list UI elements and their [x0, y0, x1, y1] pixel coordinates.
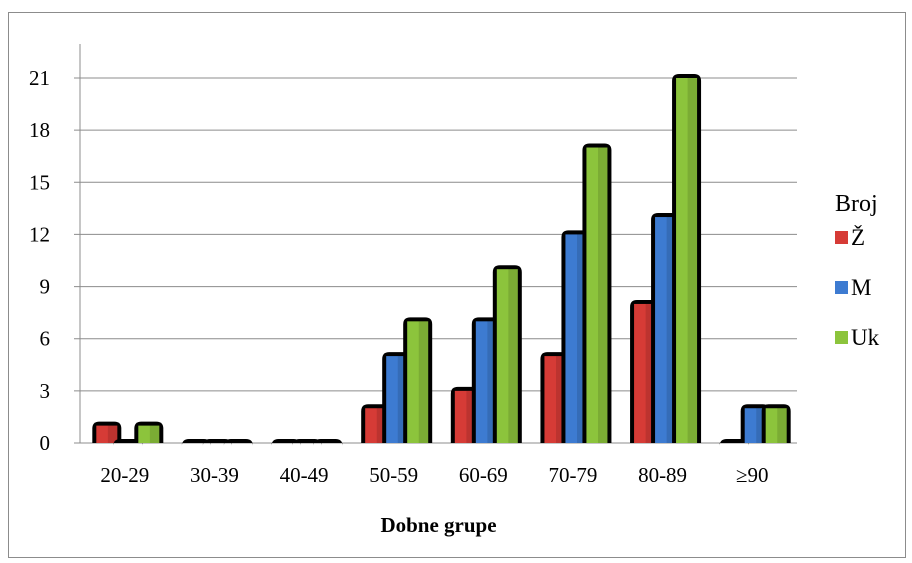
- bar-face: [365, 408, 387, 443]
- legend-swatch: [835, 281, 848, 294]
- bar-face: [655, 217, 677, 443]
- bar-face: [96, 425, 118, 443]
- x-axis-title: Dobne grupe: [380, 513, 496, 537]
- x-tick-label: ≥90: [736, 463, 769, 487]
- legend-swatch: [835, 331, 848, 344]
- bar: [492, 265, 522, 443]
- bar: [582, 143, 612, 443]
- bar-shade: [487, 321, 497, 443]
- bar: [223, 439, 253, 446]
- bar-edge: [292, 439, 322, 446]
- bar-face: [586, 147, 608, 443]
- y-tick-label: 6: [40, 327, 51, 351]
- bar: [761, 404, 791, 443]
- y-axis-ticks: 0 3 6 9 12 15 18 21: [29, 66, 50, 455]
- y-tick-label: 18: [29, 118, 50, 142]
- bar: [271, 439, 301, 446]
- bar-face: [565, 234, 587, 443]
- bars: [92, 74, 791, 446]
- bar-face: [676, 78, 698, 443]
- y-tick-label: 3: [40, 379, 51, 403]
- bar: [313, 439, 343, 446]
- legend-title: Broj: [835, 191, 878, 217]
- bar-face: [544, 356, 566, 443]
- bar: [292, 439, 322, 446]
- y-tick-label: 0: [40, 431, 51, 455]
- bar-shade: [376, 408, 387, 443]
- bar-edge: [202, 439, 232, 446]
- bar-face: [765, 408, 787, 443]
- bar-shade: [149, 425, 160, 443]
- legend-item-label: Uk: [851, 325, 880, 350]
- bar: [134, 421, 164, 443]
- bar-shade: [397, 356, 408, 443]
- x-tick-label: 20-29: [100, 463, 149, 487]
- bar-shade: [508, 269, 518, 443]
- x-tick-label: 70-79: [548, 463, 597, 487]
- x-tick-label: 80-89: [638, 463, 687, 487]
- legend-item-label: M: [851, 275, 871, 300]
- bar-edge: [223, 439, 253, 446]
- chart-frame: [8, 12, 906, 558]
- bar-face: [496, 269, 518, 443]
- bar-edge: [313, 439, 343, 446]
- bar-shade: [576, 234, 587, 443]
- y-tick-label: 12: [29, 222, 50, 246]
- x-tick-label: 30-39: [190, 463, 239, 487]
- bar: [672, 74, 702, 443]
- bar-shade: [466, 390, 476, 443]
- bar-shade: [756, 408, 766, 443]
- y-tick-label: 9: [40, 275, 51, 299]
- bar-shade: [418, 321, 429, 443]
- y-tick-label: 21: [29, 66, 50, 90]
- x-tick-label: 40-49: [280, 463, 329, 487]
- bar-shade: [555, 356, 566, 443]
- bar-shade: [597, 147, 608, 443]
- bar: [181, 439, 211, 446]
- bar-face: [138, 425, 160, 443]
- x-tick-label: 50-59: [369, 463, 418, 487]
- bar-edge: [271, 439, 301, 446]
- bar-shade: [666, 217, 677, 443]
- bar: [202, 439, 232, 446]
- bar-shade: [107, 425, 118, 443]
- bar-face: [386, 356, 408, 443]
- bar-face: [744, 408, 766, 443]
- bar-shade: [645, 303, 656, 443]
- bar-edge: [181, 439, 211, 446]
- legend-item-label: Ž: [851, 225, 865, 250]
- bar: [403, 317, 433, 443]
- bar: [92, 421, 122, 443]
- x-axis-ticks: 20-29 30-39 40-49 50-59 60-69 70-79 80-89 ≥90: [100, 463, 768, 487]
- bar-shade: [687, 78, 698, 443]
- bar-face: [475, 321, 497, 443]
- bar-face: [407, 321, 429, 443]
- bar-face: [454, 390, 476, 443]
- y-tick-label: 15: [29, 170, 50, 194]
- bar-face: [634, 303, 656, 443]
- bar-shade: [777, 408, 787, 443]
- legend-swatch: [835, 231, 848, 244]
- x-tick-label: 60-69: [459, 463, 508, 487]
- legend: Broj ŽM Uk: [835, 191, 880, 350]
